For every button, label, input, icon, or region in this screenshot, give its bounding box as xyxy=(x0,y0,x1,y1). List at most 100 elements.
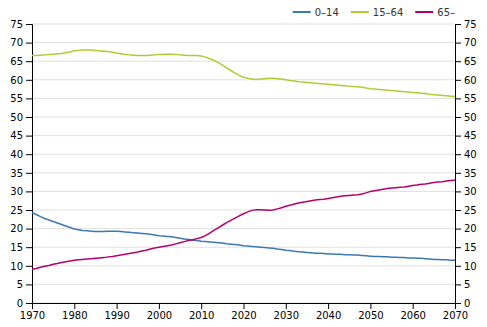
legend-label: 15–64 xyxy=(373,7,403,18)
y2-tick-mark xyxy=(455,266,461,267)
x-tick: 2020 xyxy=(231,303,256,321)
series-line xyxy=(32,50,455,97)
grid-line xyxy=(32,42,455,43)
chart-container: 1970198019902000201020202030204020502060… xyxy=(0,0,487,327)
y-tick-mark xyxy=(26,80,32,81)
x-tick: 1990 xyxy=(104,303,129,321)
series-line xyxy=(32,180,455,269)
y-tick-mark xyxy=(26,284,32,285)
x-tick-label: 1970 xyxy=(20,310,45,321)
x-tick: 2060 xyxy=(400,303,425,321)
x-axis-line xyxy=(33,304,456,310)
y2-tick-label: 70 xyxy=(464,37,477,48)
grid-line xyxy=(32,154,455,155)
grid-line xyxy=(32,228,455,229)
y-tick: 15 xyxy=(10,242,32,253)
x-tick-label: 1980 xyxy=(62,310,87,321)
y-tick-label: 15 xyxy=(10,242,23,253)
grid-line xyxy=(32,191,455,192)
y-tick-label: 40 xyxy=(10,149,23,160)
y-tick-mark xyxy=(26,136,32,137)
y-tick-label: 70 xyxy=(10,37,23,48)
y-tick: 40 xyxy=(10,149,32,160)
x-tick-label: 2010 xyxy=(189,310,214,321)
y2-tick: 5 xyxy=(455,279,470,290)
y-tick-mark xyxy=(26,210,32,211)
x-tick-mark xyxy=(286,303,287,309)
y2-tick: 75 xyxy=(455,19,477,30)
y2-tick-mark xyxy=(455,117,461,118)
y2-tick: 55 xyxy=(455,93,477,104)
grid-line xyxy=(32,265,455,266)
y-tick: 5 xyxy=(17,279,32,290)
x-tick-mark xyxy=(117,303,118,309)
grid-line xyxy=(32,172,455,173)
y-tick: 70 xyxy=(10,37,32,48)
x-tick: 2030 xyxy=(274,303,299,321)
y-tick-mark xyxy=(26,303,32,304)
y2-tick-label: 75 xyxy=(464,19,477,30)
grid-line xyxy=(32,79,455,80)
legend-item: 15–64 xyxy=(351,7,403,18)
y2-tick-label: 60 xyxy=(464,75,477,86)
y-tick-label: 5 xyxy=(17,279,23,290)
y-tick-mark xyxy=(26,229,32,230)
y2-tick-label: 65 xyxy=(464,56,477,67)
y-tick-mark xyxy=(26,173,32,174)
y2-tick-label: 10 xyxy=(464,261,477,272)
x-tick-label: 2040 xyxy=(316,310,341,321)
legend: 0–1415–6465– xyxy=(293,7,455,18)
y-tick: 35 xyxy=(10,168,32,179)
y-tick-mark xyxy=(26,154,32,155)
y2-tick: 50 xyxy=(455,112,477,123)
legend-swatch xyxy=(415,11,433,13)
y-tick: 30 xyxy=(10,186,32,197)
x-tick-mark xyxy=(159,303,160,309)
y2-tick-mark xyxy=(455,247,461,248)
y2-tick-label: 0 xyxy=(464,298,470,309)
y2-tick-mark xyxy=(455,229,461,230)
y2-tick: 20 xyxy=(455,223,477,234)
y2-tick-mark xyxy=(455,98,461,99)
y2-tick-label: 15 xyxy=(464,242,477,253)
y-tick-label: 65 xyxy=(10,56,23,67)
y-tick: 75 xyxy=(10,19,32,30)
y-tick: 20 xyxy=(10,223,32,234)
y2-tick-mark xyxy=(455,80,461,81)
y2-tick: 0 xyxy=(455,298,470,309)
x-tick-mark xyxy=(328,303,329,309)
y-tick: 60 xyxy=(10,75,32,86)
y-tick: 45 xyxy=(10,130,32,141)
y2-tick: 10 xyxy=(455,261,477,272)
series-line xyxy=(32,213,455,261)
x-tick-mark xyxy=(244,303,245,309)
y2-tick-label: 25 xyxy=(464,205,477,216)
grid-line xyxy=(32,284,455,285)
y2-tick: 25 xyxy=(455,205,477,216)
y2-tick-mark xyxy=(455,154,461,155)
y-tick-mark xyxy=(26,43,32,44)
y2-tick-mark xyxy=(455,24,461,25)
y-tick-label: 25 xyxy=(10,205,23,216)
y-tick-label: 0 xyxy=(17,298,23,309)
y-tick-label: 20 xyxy=(10,223,23,234)
y-tick-label: 55 xyxy=(10,93,23,104)
x-tick-label: 2030 xyxy=(274,310,299,321)
y-tick-mark xyxy=(26,24,32,25)
y2-tick-mark xyxy=(455,61,461,62)
y2-tick-label: 20 xyxy=(464,223,477,234)
y-tick-label: 30 xyxy=(10,186,23,197)
x-tick-label: 2050 xyxy=(358,310,383,321)
y2-tick: 45 xyxy=(455,130,477,141)
x-tick-label: 2000 xyxy=(147,310,172,321)
y2-tick-mark xyxy=(455,210,461,211)
y2-tick-mark xyxy=(455,173,461,174)
x-tick-mark xyxy=(413,303,414,309)
y2-tick-mark xyxy=(455,191,461,192)
x-tick: 1980 xyxy=(62,303,87,321)
legend-label: 65– xyxy=(437,7,455,18)
y-tick: 65 xyxy=(10,56,32,67)
lines xyxy=(32,50,455,269)
y2-tick-label: 5 xyxy=(464,279,470,290)
x-tick-label: 2070 xyxy=(443,310,468,321)
